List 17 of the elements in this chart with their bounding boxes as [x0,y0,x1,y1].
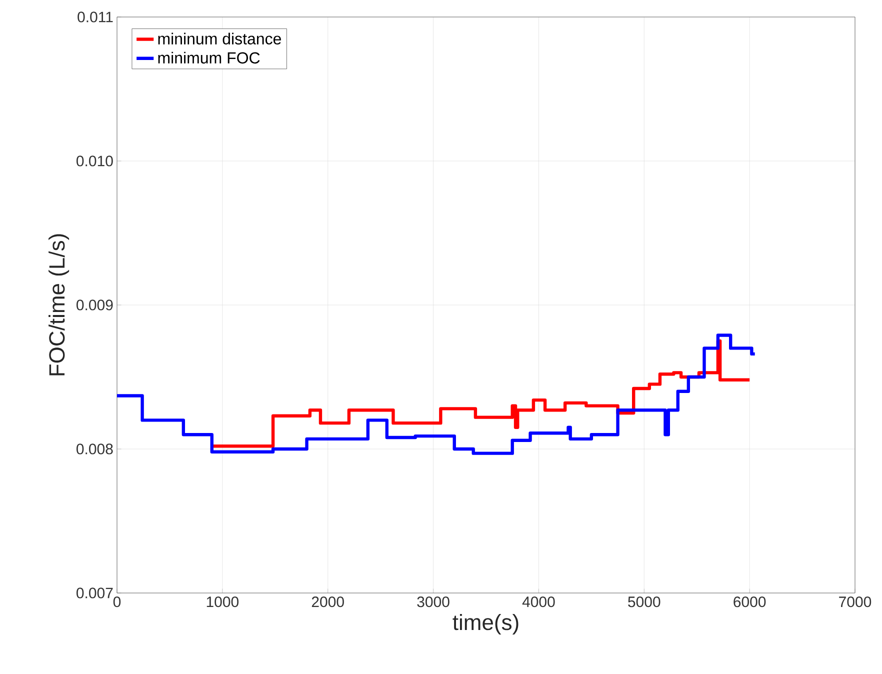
y-tick-label: 0.007 [76,588,113,598]
y-tick-label: 0.009 [76,300,113,310]
x-tick-label: 5000 [628,596,660,608]
x-tick-label: 1000 [206,596,239,608]
x-tick-label: 7000 [839,596,872,608]
legend-label: minimum FOC [158,52,260,64]
legend-label: mininum distance [158,32,281,44]
y-tick-label: 0.008 [76,444,113,454]
x-tick-label: 0 [113,596,121,608]
y-tick-label: 0.011 [78,12,113,22]
x-tick-label: 3000 [417,596,450,608]
y-tick-label: 0.010 [76,156,113,166]
y-axis-title: FOC/time (L/s) [48,234,70,376]
x-tick-label: 6000 [734,596,766,608]
x-tick-label: 4000 [522,596,555,608]
x-tick-label: 2000 [312,596,344,608]
x-axis-title: time(s) [452,614,518,635]
